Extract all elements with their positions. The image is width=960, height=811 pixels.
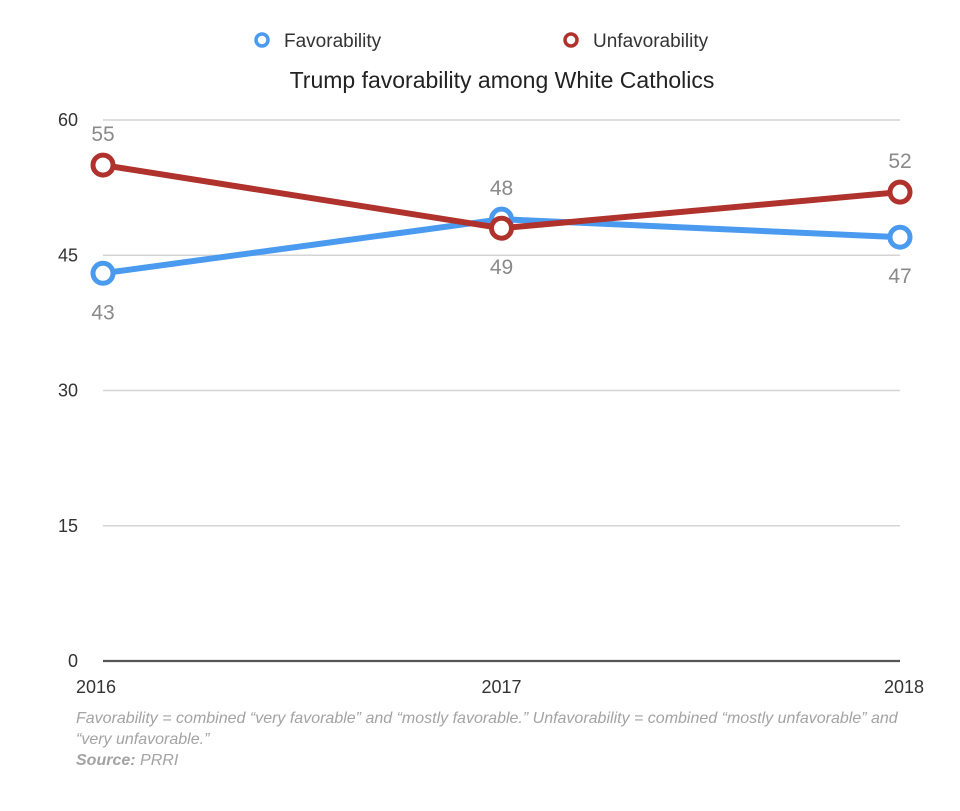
legend: Favorability Unfavorability [254,31,709,52]
data-label-favorability: 43 [91,301,114,324]
data-point-unfavorability[interactable] [887,179,913,205]
y-axis: 0 15 30 45 60 [58,110,78,671]
y-tick-label: 45 [58,245,78,265]
data-point-favorability[interactable] [90,260,116,286]
chart-title: Trump favorability among White Catholics [290,67,715,93]
legend-marker-favorability [254,32,270,48]
y-tick-label: 30 [58,381,78,401]
data-label-favorability: 47 [888,265,911,288]
legend-item-favorability[interactable]: Favorability [254,31,382,52]
data-labels: 43 48 47 55 49 52 [91,123,911,324]
x-tick-label: 2017 [481,677,521,697]
series-layer [90,152,913,286]
data-label-unfavorability: 52 [888,150,911,173]
data-point-unfavorability[interactable] [489,215,514,241]
y-tick-label: 15 [58,516,78,536]
x-tick-label: 2018 [884,677,924,697]
data-label-favorability: 48 [490,177,513,200]
footnote-text: Favorability = combined “very favorable”… [76,710,898,748]
data-label-unfavorability: 49 [490,256,513,279]
x-axis: 2016 2017 2018 [76,677,924,697]
legend-label-favorability: Favorability [284,31,382,52]
chart-svg: Favorability Unfavorability Trump favora… [58,31,924,697]
data-point-unfavorability[interactable] [90,152,116,178]
y-tick-label: 60 [58,110,78,130]
legend-label-unfavorability: Unfavorability [593,31,709,52]
legend-item-unfavorability[interactable]: Unfavorability [563,31,709,52]
x-tick-label: 2016 [76,677,116,697]
footnote: Favorability = combined “very favorable”… [76,708,936,771]
y-tick-label: 0 [68,651,78,671]
legend-marker-unfavorability [563,32,579,48]
footnote-source: Source: PRRI [76,750,936,771]
source-label: Source: [76,752,136,769]
data-label-unfavorability: 55 [91,123,114,146]
source-value: PRRI [140,752,179,769]
data-point-favorability[interactable] [887,224,913,250]
